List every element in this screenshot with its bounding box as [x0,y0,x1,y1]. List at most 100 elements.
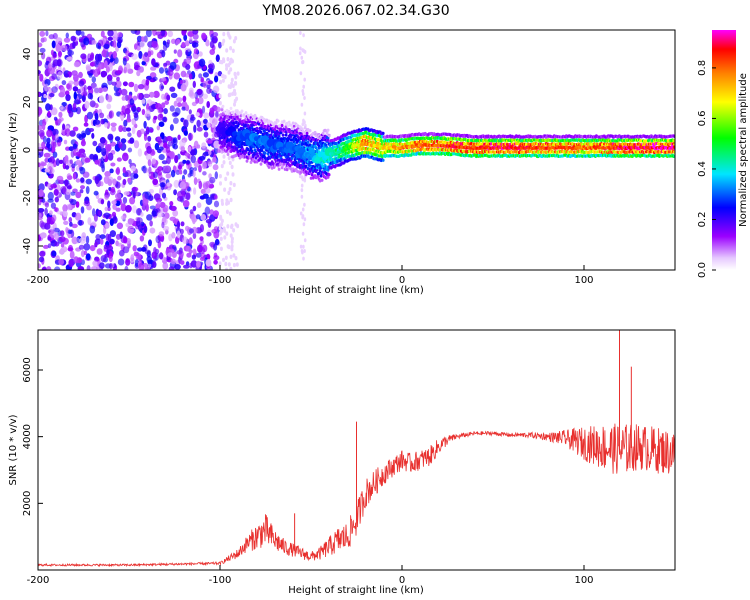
spectrogram-noise-cell [228,160,232,166]
spectrogram-noise-cell [41,141,46,149]
spectrogram-noise-cell [79,189,84,194]
spectrogram-noise-cell [166,156,171,165]
spectrogram-noise-cell [114,92,121,97]
spectrogram-noise-cell [219,181,222,186]
spectrogram-noise-cell [232,39,236,44]
spectrogram-noise-cell [46,129,53,138]
spectrogram-noise-cell [95,234,101,240]
spectrogram-noise-cell [159,83,164,92]
spectrogram-noise-cell [88,128,95,132]
spectrogram-noise-cell [116,76,120,82]
spectrogram-noise-cell [214,75,219,83]
spectrogram-noise-cell [232,262,236,268]
spectrogram-noise-cell [233,71,237,77]
spectrogram-ridge-cell [290,127,294,131]
spectrogram-noise-cell [184,40,190,47]
spectrogram-noise-cell [219,236,223,242]
spectrogram-noise-cell [158,231,165,237]
spectrogram-noise-cell [100,30,105,38]
spectrogram-noise-cell [71,223,78,229]
spectrogram-ridge-cell [222,117,226,121]
spectrogram-noise-cell [119,111,125,116]
spectrogram-noise-cell [44,83,49,92]
spectrogram-noise-cell [172,244,177,251]
spectrogram-noise-cell [99,238,104,245]
spectrogram-noise-cell [164,100,169,105]
spectrogram-noise-cell [173,100,178,107]
spectrogram-noise-cell [300,55,304,60]
spectrogram-noise-cell [62,123,66,131]
spectrogram-noise-cell [146,214,153,221]
spectrogram-noise-cell [229,181,233,186]
spectrogram-noise-cell [193,48,199,55]
spectrogram-noise-cell [117,175,122,181]
spectrogram-noise-cell [301,89,305,93]
spectrogram-noise-cell [300,194,304,199]
spectrogram-noise-cell [212,164,219,171]
spectrogram-noise-cell [48,93,55,98]
spectrogram-noise-cell [103,244,110,250]
spectrogram-data [38,30,675,270]
spectrogram-ridge-cell [289,134,293,138]
spectrogram-noise-cell [218,59,222,65]
spectrogram-noise-cell [42,123,46,131]
spectrogram-noise-cell [188,237,193,246]
spectrogram-noise-cell [149,128,154,133]
spectrogram-noise-cell [69,159,73,164]
spectrogram-noise-cell [75,30,82,36]
spectrogram-ridge-cell [289,123,293,127]
spectrogram-noise-cell [94,53,100,62]
spectrogram-noise-cell [91,40,97,45]
spectrogram-noise-cell [302,244,305,249]
spectrogram-noise-cell [122,196,128,204]
spectrogram-noise-cell [195,252,202,258]
spectrogram-noise-cell [80,53,87,60]
spectrogram-noise-cell [189,92,196,99]
spectrogram-noise-cell [212,32,219,37]
spectrogram-noise-cell [183,130,188,136]
spectrogram-noise-cell [192,33,199,40]
spectrogram-noise-cell [196,126,203,132]
spectrogram-noise-cell [122,178,127,186]
spectrogram-noise-cell [197,244,203,253]
spectrogram-noise-cell [116,157,122,162]
spectrogram-noise-cell [159,182,166,188]
spectrogram-noise-cell [48,62,53,69]
spectrogram-noise-cell [192,80,196,88]
spectrogram-noise-cell [75,191,82,199]
spectrogram-noise-cell [176,220,181,229]
spectrogram-noise-cell [72,102,77,111]
spectrogram-noise-cell [116,222,124,230]
spectrogram-noise-cell [222,58,226,64]
spectrogram-noise-cell [233,102,236,107]
spectrogram-noise-cell [53,189,59,196]
spectrogram-noise-cell [73,150,77,156]
spectrogram-noise-cell [157,113,164,121]
spectrogram-noise-cell [60,105,64,110]
spectrogram-noise-cell [56,175,64,182]
spectrogram-noise-cell [136,70,141,77]
spectrogram-noise-cell [58,111,63,118]
spectrogram-ridge-cell [303,126,307,130]
spectrogram-ridge-cell [277,167,281,171]
spectrogram-noise-cell [198,58,206,67]
spectrogram-noise-cell [78,244,85,250]
spectrogram-noise-cell [134,113,139,121]
spectrogram-noise-cell [152,178,159,186]
spectrogram-noise-cell [73,71,78,78]
spectrogram-noise-cell [110,122,117,127]
spectrogram-noise-cell [47,147,52,152]
spectrogram-noise-cell [209,49,215,55]
spectrogram-noise-cell [190,149,196,156]
spectrogram-ridge-cell [284,160,288,164]
spectrogram-noise-cell [114,136,121,142]
spectrogram-noise-cell [299,244,303,249]
spectrogram-noise-cell [51,86,58,93]
spectrogram-ridge-cell [263,151,267,155]
spectrogram-noise-cell [221,78,225,83]
spectrogram-noise-cell [180,221,185,227]
spectrogram-noise-cell [299,71,303,76]
spectrogram-noise-cell [38,213,42,219]
spectrogram-noise-cell [47,110,51,117]
spectrogram-noise-cell [47,243,52,249]
